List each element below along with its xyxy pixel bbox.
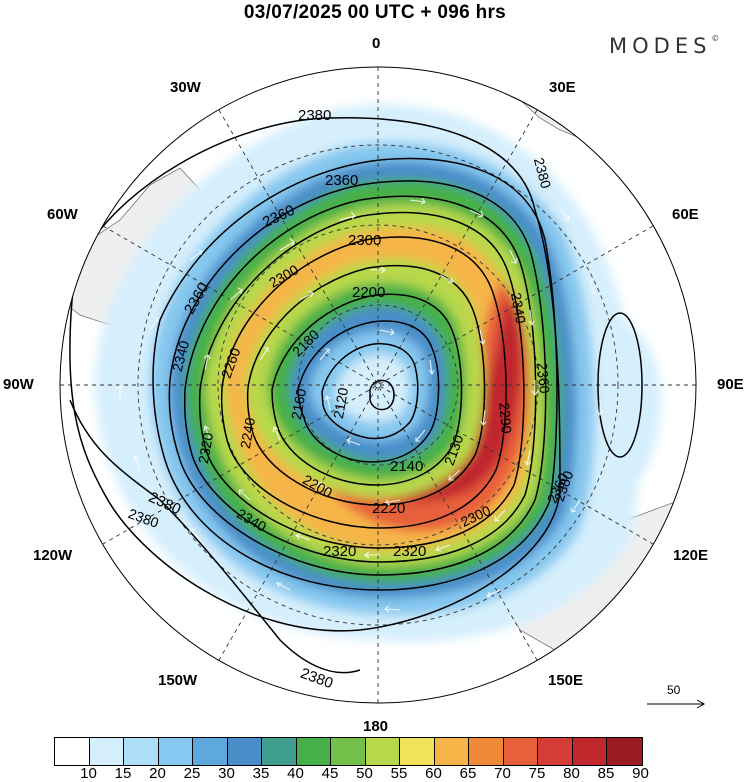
copyright-mark: © <box>711 34 720 43</box>
contour-2220 <box>246 264 486 506</box>
contour-2120 <box>321 342 419 440</box>
lon-label-90w: 90W <box>3 376 34 393</box>
colorbar-swatch <box>296 738 331 765</box>
polar-map <box>59 66 697 704</box>
colorbar-tick-label: 90 <box>632 765 649 782</box>
page-title: 03/07/2025 00 UTC + 096 hrs <box>243 2 507 23</box>
contour-2180 <box>271 293 463 486</box>
colorbar-swatch <box>572 738 607 765</box>
colorbar-tick-label: 65 <box>459 765 477 782</box>
colorbar-swatch <box>227 738 262 765</box>
contour-2380-south <box>69 399 361 674</box>
colorbar-tick-label: 35 <box>252 765 270 782</box>
contour-label: 2380 <box>298 107 332 124</box>
contour-inner <box>369 379 395 411</box>
colorbar-tick-label: 85 <box>597 765 615 782</box>
contour-label: 2220 <box>372 500 406 517</box>
colorbar-swatch <box>365 738 400 765</box>
colorbar-tick-label: 60 <box>425 765 442 782</box>
contour-2300 <box>198 211 525 549</box>
colorbar-swatch <box>158 738 193 765</box>
contour-label: 2200 <box>352 284 386 301</box>
brand-text: MODES <box>609 34 712 58</box>
lon-label-60w: 60W <box>47 206 78 223</box>
contour-label: 2320 <box>323 543 357 560</box>
colorbar-tick-label: 30 <box>218 765 235 782</box>
colorbar-swatch <box>538 738 573 765</box>
colorbar-tick-label: 75 <box>528 765 546 782</box>
lon-label-120w: 120W <box>33 547 73 564</box>
lon-label-120e: 120E <box>673 547 709 564</box>
colorbar-swatch <box>193 738 228 765</box>
map-boundary <box>59 66 697 704</box>
contour-label: 2360 <box>534 361 553 395</box>
colorbar-tick-label: 15 <box>114 765 132 782</box>
colorbar-swatch <box>503 738 538 765</box>
lon-label-150w: 150W <box>158 672 198 689</box>
colorbar-tick-label: 40 <box>287 765 304 782</box>
colorbar-swatch <box>262 738 297 765</box>
arrow-right-icon <box>647 699 706 709</box>
wind-vectors <box>116 197 604 613</box>
contour-label: 2290 <box>496 401 515 435</box>
colorbar-tick-label: 55 <box>390 765 408 782</box>
lon-label-60e: 60E <box>672 206 699 223</box>
contour-east-closed <box>597 312 643 458</box>
colorbar-tick-label: 80 <box>563 765 580 782</box>
contour-2260 <box>220 236 507 529</box>
colorbar-tick-label: 70 <box>494 765 511 782</box>
colorbar-swatch <box>607 738 642 765</box>
colorbar-tick-label: 45 <box>321 765 339 782</box>
colorbar-tick-label: 10 <box>80 765 97 782</box>
colorbar-swatch <box>434 738 469 765</box>
contour-label: 2360 <box>325 172 359 189</box>
lon-label-150e: 150E <box>548 672 584 689</box>
contour-label: 2320 <box>393 543 427 560</box>
contour-label: 2300 <box>348 232 382 249</box>
contour-2340 <box>168 180 547 576</box>
colorbar-swatch <box>400 738 435 765</box>
contour-2380 <box>69 117 561 632</box>
lon-label-180: 180 <box>363 718 389 735</box>
colorbar-tick-label: 50 <box>356 765 373 782</box>
contour-label: 2140 <box>390 458 424 475</box>
lon-label-0: 0 <box>372 35 381 52</box>
colorbar-swatch <box>55 738 90 765</box>
lon-label-90e: 90E <box>717 376 744 393</box>
colorbar-swatch <box>331 738 366 765</box>
lon-label-30w: 30W <box>170 79 201 96</box>
height-contours <box>69 117 643 674</box>
shade-85 <box>330 299 522 502</box>
lon-label-30e: 30E <box>549 79 576 96</box>
colorbar-swatch <box>469 738 504 765</box>
contour-2140 <box>297 320 440 463</box>
graticule <box>60 67 696 703</box>
contour-2360 <box>152 157 558 591</box>
brand-logo: MODES© <box>609 34 719 58</box>
wind-reference-value: 50 <box>667 683 681 697</box>
colorbar-swatch <box>124 738 159 765</box>
colorbar-ticks: 10 15 20 25 30 35 40 45 50 55 60 65 70 75 80 85 90 <box>54 765 714 782</box>
contour-2320 <box>183 195 537 563</box>
colorbar-tick-label: 20 <box>149 765 166 782</box>
colorbar-tick-label: 25 <box>183 765 201 782</box>
colorbar <box>54 737 643 766</box>
colorbar-swatch <box>89 738 124 765</box>
